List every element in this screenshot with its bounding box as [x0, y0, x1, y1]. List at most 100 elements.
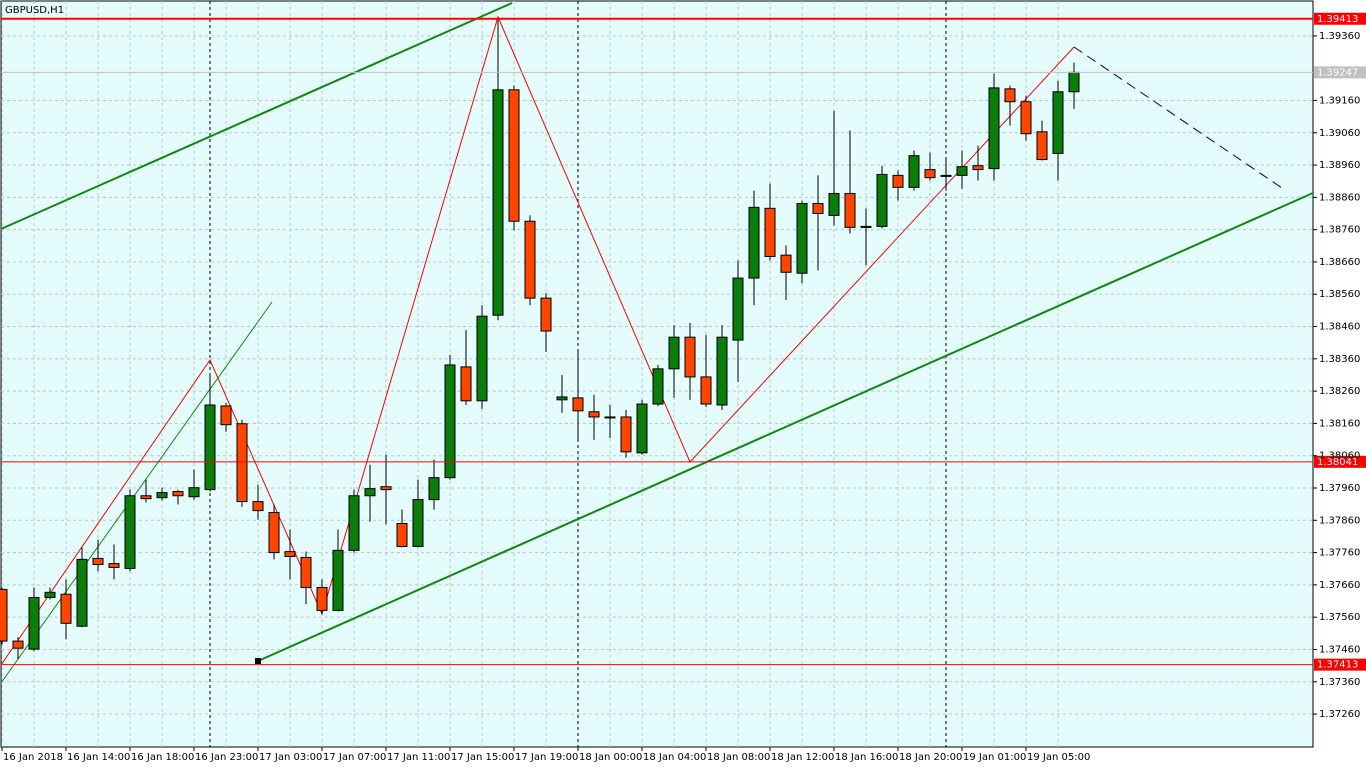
- candle-body: [1020, 101, 1032, 135]
- bid-label: 1.39247: [1317, 67, 1358, 78]
- candle-body: [220, 405, 232, 426]
- candle-body: [300, 556, 312, 588]
- candle-body: [348, 495, 360, 551]
- y-tick-label: 1.38060: [1319, 451, 1360, 462]
- candle-body: [444, 364, 456, 479]
- candle-body: [492, 89, 504, 316]
- level-label: 1.38041: [1317, 457, 1358, 468]
- candle-body: [748, 206, 760, 279]
- candle-body: [76, 558, 88, 627]
- candle-body: [412, 499, 424, 547]
- candle-body: [476, 315, 488, 402]
- candle-body: [796, 202, 808, 274]
- x-tick-label: 18 Jan 04:00: [643, 752, 706, 763]
- candle-body: [700, 376, 712, 405]
- candle-body: [332, 549, 344, 611]
- x-tick-label: 19 Jan 01:00: [963, 752, 1026, 763]
- candle-body: [540, 297, 552, 332]
- candle-body: [28, 596, 40, 650]
- y-tick-label: 1.37960: [1319, 483, 1360, 494]
- candle-body: [1052, 91, 1064, 154]
- candle-body: [684, 336, 696, 378]
- candle-body: [1004, 88, 1016, 103]
- candle-body: [1068, 71, 1080, 93]
- y-tick-label: 1.38160: [1319, 418, 1360, 429]
- x-tick-label: 16 Jan 18:00: [131, 752, 194, 763]
- y-tick-label: 1.38560: [1319, 289, 1360, 300]
- x-tick-label: 18 Jan 12:00: [771, 752, 834, 763]
- candle-body: [44, 591, 56, 598]
- candle-body: [908, 155, 920, 188]
- candle-body: [604, 416, 616, 419]
- level-label: 1.37413: [1317, 660, 1358, 671]
- candle-body: [316, 586, 328, 611]
- candle-body: [860, 225, 872, 228]
- projection: [1073, 46, 1283, 189]
- candle-body: [380, 486, 392, 491]
- candle-body: [732, 277, 744, 341]
- chart-title: GBPUSD,H1: [5, 5, 64, 16]
- candle-body: [12, 640, 24, 649]
- x-tick-label: 16 Jan 2018: [3, 752, 63, 763]
- candle-body: [0, 588, 8, 642]
- candle-body: [716, 336, 728, 406]
- y-tick-label: 1.39160: [1319, 95, 1360, 106]
- candles: [0, 17, 1080, 660]
- candle-body: [844, 192, 856, 228]
- bid-label-box: [1314, 66, 1366, 79]
- y-tick-label: 1.38260: [1319, 386, 1360, 397]
- candle-body: [140, 495, 152, 500]
- candle-body: [1036, 131, 1048, 161]
- y-tick-label: 1.37660: [1319, 580, 1360, 591]
- candle-body: [156, 492, 168, 499]
- candle-body: [620, 416, 632, 453]
- y-tick-label: 1.38960: [1319, 160, 1360, 171]
- level-label-box: [1314, 12, 1366, 25]
- y-tick-label: 1.38460: [1319, 322, 1360, 333]
- candle-body: [108, 563, 120, 568]
- drawings: [0, 2, 1314, 684]
- x-tick-label: 17 Jan 07:00: [323, 752, 386, 763]
- candle-body: [92, 557, 104, 566]
- channel-upper: [0, 2, 513, 230]
- y-tick-label: 1.37360: [1319, 677, 1360, 688]
- y-tick-label: 1.38760: [1319, 225, 1360, 236]
- candle-body: [812, 202, 824, 214]
- channel-lower: [257, 192, 1314, 662]
- candle-body: [956, 166, 968, 176]
- candle-body: [668, 336, 680, 370]
- x-tick-label: 18 Jan 20:00: [899, 752, 962, 763]
- y-tick-label: 1.38860: [1319, 192, 1360, 203]
- candle-body: [124, 495, 136, 569]
- candle-body: [940, 174, 952, 177]
- y-tick-label: 1.37560: [1319, 612, 1360, 623]
- candle-body: [764, 207, 776, 257]
- levels: 1.39413 1.38041 1.37413 1.39247: [1, 12, 1366, 671]
- x-tick-label: 18 Jan 16:00: [835, 752, 898, 763]
- y-tick-label: 1.37460: [1319, 644, 1360, 655]
- x-tick-label: 17 Jan 11:00: [387, 752, 450, 763]
- x-tick-label: 17 Jan 03:00: [259, 752, 322, 763]
- level-label: 1.39413: [1317, 14, 1358, 25]
- x-tick-label: 18 Jan 00:00: [579, 752, 642, 763]
- x-tick-label: 17 Jan 19:00: [515, 752, 578, 763]
- candle-body: [780, 254, 792, 273]
- candle-body: [188, 487, 200, 498]
- level-label-box: [1314, 455, 1366, 468]
- candle-body: [428, 477, 440, 501]
- x-tick-label: 18 Jan 08:00: [707, 752, 770, 763]
- candle-body: [652, 368, 664, 405]
- candle-body: [636, 403, 648, 454]
- candle-body: [364, 488, 376, 497]
- candle-body: [252, 501, 264, 512]
- candle-body: [892, 174, 904, 188]
- candle-body: [204, 404, 216, 491]
- y-tick-label: 1.37760: [1319, 548, 1360, 559]
- candle-body: [828, 192, 840, 216]
- candle-body: [508, 89, 520, 222]
- candle-body: [556, 396, 568, 401]
- trend-line: [0, 301, 273, 684]
- candle-body: [396, 523, 408, 547]
